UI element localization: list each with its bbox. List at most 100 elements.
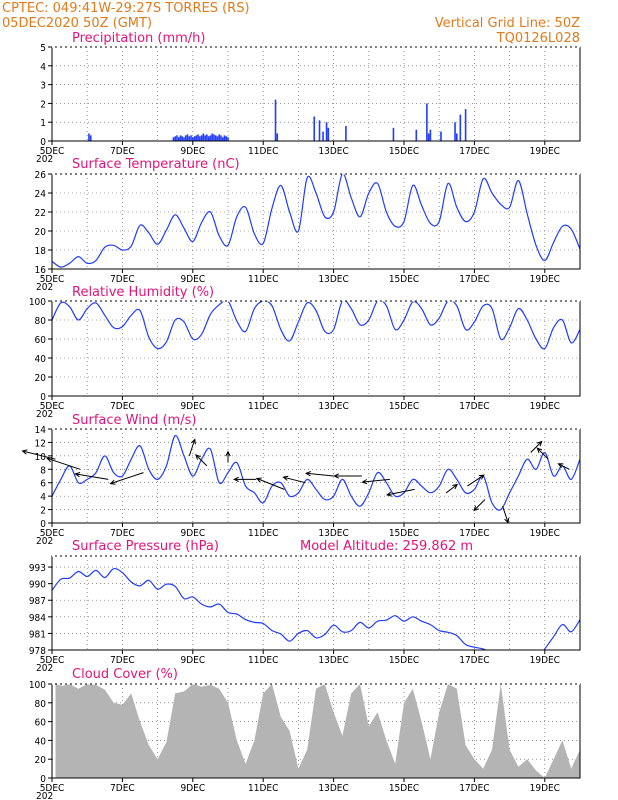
precipitation-grid bbox=[52, 47, 580, 141]
temperature-frame bbox=[51, 173, 581, 270]
pressure-y-tick-label: 993 bbox=[29, 563, 46, 574]
wind-x-tick-label: 15DEC bbox=[389, 528, 419, 539]
temperature-y-tick-label: 20 bbox=[35, 227, 47, 238]
cloud-cover-x-tick-label: 13DEC bbox=[318, 783, 348, 794]
precipitation-bar bbox=[188, 136, 191, 141]
wind-frame bbox=[51, 428, 581, 524]
precipitation-bar bbox=[325, 122, 328, 141]
precipitation-bar bbox=[88, 133, 90, 141]
temperature-x-tick-label: 19DEC bbox=[530, 274, 560, 285]
pressure-series bbox=[52, 567, 580, 650]
precipitation-bar bbox=[426, 103, 428, 141]
precipitation-bar bbox=[223, 135, 226, 141]
cloud-cover-x-tick-label: 11DEC bbox=[248, 783, 278, 794]
wind-arrow bbox=[361, 478, 390, 485]
precipitation-y-tick-label: 0 bbox=[40, 137, 46, 148]
cloud-cover-x-tick-label: 9DEC bbox=[180, 783, 205, 794]
wind-x-tick-label: 5DEC bbox=[40, 528, 65, 539]
wind-x-tick-label: 7DEC bbox=[110, 528, 135, 539]
temperature-line bbox=[52, 174, 580, 268]
humidity-y-tick-label: 0 bbox=[40, 392, 46, 403]
temperature-x-tick-label: 13DEC bbox=[318, 274, 348, 285]
wind-y-tick-label: 8 bbox=[40, 465, 46, 476]
humidity-x-tick-label: 13DEC bbox=[318, 401, 348, 412]
wind-arrow bbox=[445, 483, 459, 494]
precipitation-bar bbox=[190, 135, 192, 141]
wind-arrows bbox=[21, 438, 570, 524]
cloud-cover-y-tick-label: 100 bbox=[29, 680, 46, 691]
wind-y-tick-label: 6 bbox=[40, 479, 46, 490]
pressure-y-ticks: 978 981 984 987 990 993 bbox=[29, 563, 52, 657]
pressure-y-tick-label: 984 bbox=[29, 613, 46, 624]
temperature-x-tick-label: 5DEC bbox=[40, 274, 65, 285]
pressure-frame bbox=[51, 555, 581, 651]
cloud-cover-y-tick-label: 60 bbox=[35, 718, 47, 729]
precipitation-x-tick-label: 5DEC bbox=[40, 146, 65, 157]
temperature-x-ticks: 5DEC 7DEC 9DEC 11DEC 13DEC 15DEC 17DEC 19DEC 202 bbox=[36, 269, 560, 293]
precipitation-y-tick-label: 5 bbox=[40, 43, 46, 54]
precipitation-bar bbox=[200, 135, 203, 141]
temperature-y-tick-label: 16 bbox=[35, 265, 47, 276]
header-model-code: TQ0126L028 bbox=[496, 31, 580, 46]
model-altitude-label: Model Altitude: 259.862 m bbox=[300, 539, 473, 554]
precipitation-bar bbox=[213, 134, 215, 141]
humidity-series bbox=[52, 301, 580, 350]
humidity-x-tick-label: 17DEC bbox=[459, 401, 489, 412]
cloud-cover-y-tick-label: 20 bbox=[35, 755, 47, 766]
temperature-title: Surface Temperature (nC) bbox=[72, 157, 240, 172]
cloud-cover-series bbox=[55, 684, 580, 778]
precipitation-bar bbox=[183, 137, 185, 141]
cloud-cover-y-tick-label: 40 bbox=[35, 736, 47, 747]
precipitation-bar bbox=[220, 135, 222, 141]
precipitation-frame bbox=[51, 46, 581, 142]
precipitation-bar bbox=[206, 134, 208, 141]
temperature-year-stub: 202 bbox=[36, 282, 53, 293]
pressure-x-tick-label: 13DEC bbox=[318, 655, 348, 666]
cloud-cover-title: Cloud Cover (%) bbox=[72, 667, 178, 682]
temperature-x-tick-label: 17DEC bbox=[459, 274, 489, 285]
wind-arrow bbox=[74, 472, 109, 480]
wind-y-ticks: 0 2 4 6 8 10 12 14 bbox=[35, 425, 52, 530]
temperature-x-tick-label: 9DEC bbox=[180, 274, 205, 285]
precipitation-bar bbox=[202, 133, 205, 141]
precipitation-bar bbox=[464, 109, 467, 141]
precipitation-bar bbox=[327, 127, 330, 141]
temperature-y-tick-label: 26 bbox=[35, 170, 47, 181]
wind-arrow bbox=[536, 447, 549, 460]
precipitation-bar bbox=[216, 136, 219, 141]
panel-pressure: Surface Pressure (hPa) Model Altitude: 2… bbox=[29, 539, 581, 674]
humidity-x-ticks: 5DEC 7DEC 9DEC 11DEC 13DEC 15DEC 17DEC 19DEC 202 bbox=[36, 396, 560, 420]
panel-precipitation: Precipitation (mm/h) 0 1 2 3 4 5 5DEC 7DEC 9DEC… bbox=[36, 31, 581, 165]
precipitation-bar bbox=[429, 129, 432, 141]
pressure-x-tick-label: 9DEC bbox=[180, 655, 205, 666]
wind-y-tick-label: 12 bbox=[35, 438, 46, 449]
precipitation-x-tick-label: 15DEC bbox=[389, 146, 419, 157]
precipitation-bar bbox=[440, 131, 442, 141]
precipitation-bar bbox=[211, 133, 213, 141]
precipitation-y-tick-label: 4 bbox=[40, 62, 46, 73]
precipitation-bar bbox=[225, 136, 228, 141]
pressure-x-tick-label: 11DEC bbox=[248, 655, 278, 666]
pressure-x-tick-label: 7DEC bbox=[110, 655, 135, 666]
precipitation-bar bbox=[179, 135, 182, 141]
temperature-x-tick-label: 7DEC bbox=[110, 274, 135, 285]
precipitation-bar bbox=[274, 99, 277, 141]
humidity-y-tick-label: 80 bbox=[35, 316, 47, 327]
wind-y-tick-label: 14 bbox=[35, 425, 47, 436]
precipitation-bar bbox=[193, 136, 196, 141]
precipitation-bar bbox=[454, 122, 456, 141]
wind-x-tick-label: 13DEC bbox=[318, 528, 348, 539]
precipitation-bar bbox=[345, 125, 347, 141]
precipitation-x-ticks: 5DEC 7DEC 9DEC 11DEC 13DEC 15DEC 17DEC 19DEC 202 bbox=[36, 141, 560, 165]
humidity-line bbox=[52, 301, 580, 350]
panel-cloud-cover: Cloud Cover (%) 0 20 40 60 80 100 5DEC 7DEC 9DE… bbox=[29, 667, 581, 800]
cloud-cover-x-tick-label: 5DEC bbox=[40, 783, 65, 794]
precipitation-bar bbox=[207, 136, 210, 141]
cloud-cover-x-tick-label: 7DEC bbox=[110, 783, 135, 794]
header-run-time: 05DEC2020 50Z (GMT) bbox=[2, 16, 152, 31]
wind-arrow bbox=[225, 450, 231, 463]
precipitation-bar bbox=[184, 135, 187, 141]
precipitation-x-tick-label: 13DEC bbox=[318, 146, 348, 157]
wind-arrow bbox=[109, 472, 144, 485]
